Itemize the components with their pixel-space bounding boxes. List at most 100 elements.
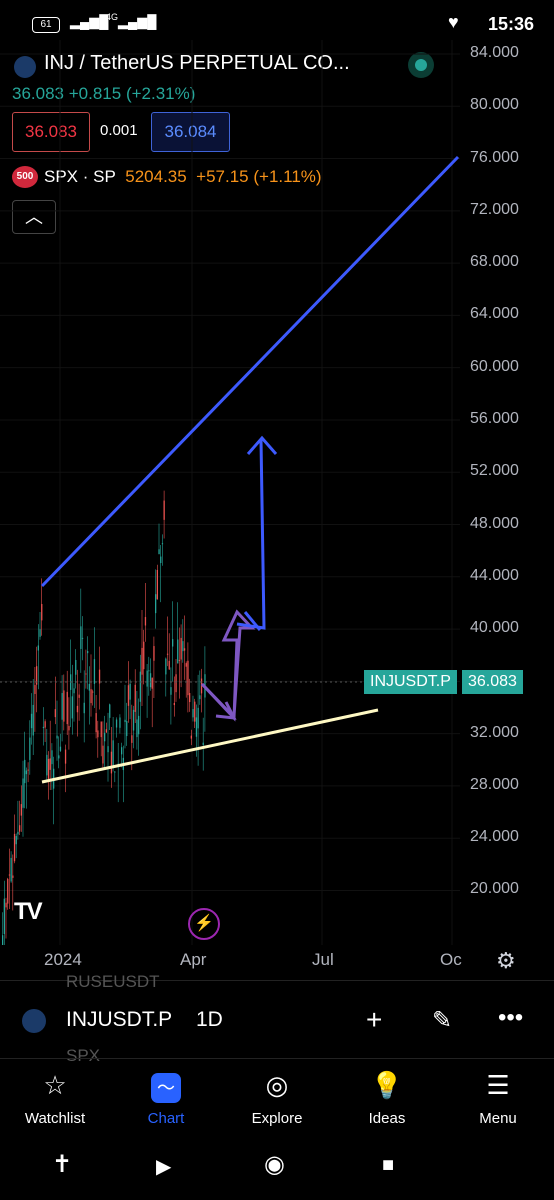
candle	[200, 678, 203, 694]
candle	[100, 721, 102, 738]
y-tick: 56.000	[470, 409, 519, 427]
last-price: 36.083	[12, 84, 64, 103]
candle	[124, 719, 126, 723]
candle	[136, 719, 138, 738]
recents-icon[interactable]: ■	[382, 1154, 395, 1176]
candle	[37, 645, 39, 651]
compare-symbol-name: SPX · SP	[44, 167, 116, 186]
compare-change-pct: (+1.11%)	[253, 167, 322, 186]
y-tick: 80.000	[470, 96, 519, 114]
candle	[127, 685, 130, 706]
candle	[93, 659, 96, 684]
accessibility-icon[interactable]: ✝	[52, 1151, 73, 1178]
candle	[178, 659, 181, 661]
signal-icon: ▂▄▆█	[70, 14, 109, 29]
arrow-down-segment	[200, 682, 235, 718]
nav-menu[interactable]: ☰ Menu	[443, 1068, 553, 1127]
buy-button[interactable]: 36.084	[151, 112, 230, 152]
spread: 0.001	[100, 122, 138, 139]
more-icon[interactable]: •••	[498, 1004, 524, 1031]
nav-label: Chart	[147, 1110, 185, 1127]
menu-icon: ☰	[486, 1070, 510, 1100]
tradingview-logo-icon: TV	[14, 898, 43, 925]
back-icon[interactable]: ▶	[156, 1156, 172, 1178]
compare-change: +57.15	[196, 167, 249, 186]
nav-ideas[interactable]: 💡 Ideas	[332, 1068, 442, 1127]
candle	[114, 771, 116, 773]
candle	[139, 671, 141, 702]
candle	[34, 685, 36, 694]
candle	[47, 758, 50, 779]
divider	[0, 980, 554, 981]
compare-symbol[interactable]: SPX · SP 5204.35 +57.15 (+1.11%)	[44, 167, 322, 187]
candle	[187, 660, 189, 696]
candle	[153, 646, 155, 661]
candle	[22, 778, 24, 808]
candle	[165, 658, 167, 675]
candle	[17, 831, 19, 835]
candle	[58, 755, 60, 759]
candle	[13, 833, 16, 862]
nav-explore[interactable]: ◎ Explore	[222, 1068, 332, 1127]
candle	[138, 715, 140, 735]
candle	[126, 721, 128, 737]
symbol-name[interactable]: INJUSDT.P	[66, 1008, 173, 1031]
candle	[24, 759, 26, 784]
ghost-symbol-below: SPX	[66, 1046, 101, 1065]
candle	[132, 709, 135, 731]
candle	[158, 549, 160, 555]
candle	[90, 689, 92, 704]
nav-watchlist[interactable]: ☆ Watchlist	[0, 1068, 110, 1127]
candle	[80, 626, 82, 649]
candle	[160, 556, 162, 564]
draw-icon[interactable]: ✎	[432, 1007, 453, 1034]
candle	[192, 709, 194, 718]
candle	[20, 804, 22, 816]
add-icon[interactable]: +	[366, 1004, 383, 1035]
chart-settings-icon[interactable]: ⚙	[496, 948, 516, 973]
nav-label: Menu	[479, 1110, 517, 1127]
candle	[151, 677, 153, 689]
candle	[95, 713, 97, 733]
x-tick-jul: Jul	[312, 950, 334, 969]
lightning-icon[interactable]: ⚡	[188, 908, 220, 940]
candle	[144, 617, 147, 626]
home-icon[interactable]: ◉	[264, 1151, 285, 1178]
candle	[197, 707, 199, 729]
candle	[3, 898, 5, 935]
last-price-value-label: 36.083	[462, 670, 523, 694]
price-change: +0.815	[68, 84, 122, 103]
symbol-title[interactable]: INJ / TetherUS PERPETUAL CO...	[44, 52, 350, 74]
candle	[19, 825, 21, 832]
y-tick: 52.000	[470, 462, 519, 480]
candle	[27, 769, 29, 771]
sell-button[interactable]: 36.083	[12, 112, 90, 152]
chart-canvas[interactable]	[0, 0, 554, 945]
candle	[107, 746, 109, 753]
candle	[175, 674, 177, 693]
arrow-down-head	[215, 701, 237, 720]
candle	[8, 874, 11, 876]
candle	[155, 594, 157, 614]
candle	[121, 747, 123, 755]
y-tick: 40.000	[470, 619, 519, 637]
candle	[182, 641, 184, 652]
candle	[59, 746, 62, 751]
candle	[12, 875, 14, 878]
timeframe[interactable]: 1D	[196, 1008, 223, 1031]
candle	[54, 709, 56, 718]
market-status-icon[interactable]	[408, 52, 434, 78]
candle	[87, 651, 89, 654]
collapse-legend-button[interactable]: ︿	[12, 200, 56, 234]
candle	[156, 569, 158, 600]
candle	[78, 694, 80, 698]
candle	[15, 836, 17, 845]
y-tick: 72.000	[470, 200, 519, 218]
candle	[163, 500, 165, 520]
signal-icon-2: ▂▄▆█	[118, 14, 157, 29]
candle	[30, 713, 33, 729]
candle	[115, 719, 118, 728]
candle	[56, 735, 58, 739]
nav-chart[interactable]: 〜 Chart	[111, 1068, 221, 1127]
nav-label: Explore	[251, 1110, 303, 1127]
